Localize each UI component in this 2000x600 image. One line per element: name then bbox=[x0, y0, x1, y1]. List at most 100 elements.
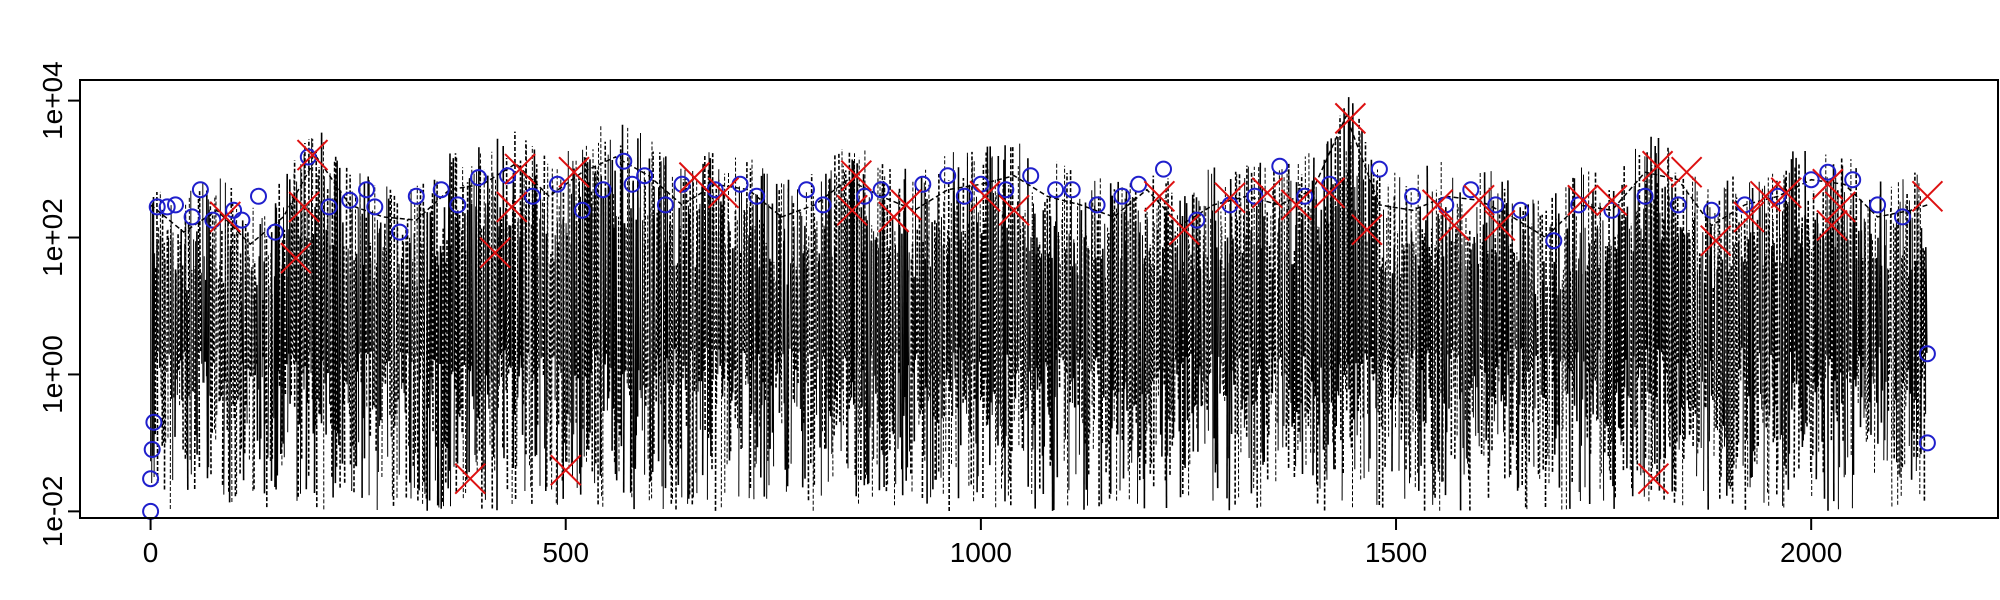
spike-line bbox=[1325, 221, 1327, 472]
spike-line bbox=[1304, 156, 1307, 465]
spike-line bbox=[1441, 256, 1444, 482]
spike-line bbox=[959, 239, 962, 446]
spike-line bbox=[882, 180, 885, 488]
spike-line bbox=[1162, 248, 1165, 371]
spike-line bbox=[355, 253, 359, 372]
spike-line bbox=[188, 197, 191, 460]
circle-marker bbox=[573, 201, 591, 219]
spike-line bbox=[1226, 237, 1229, 499]
spike-line bbox=[1261, 186, 1264, 465]
spike-line bbox=[435, 181, 438, 447]
spike-line bbox=[1024, 239, 1027, 411]
spike-line bbox=[211, 215, 215, 363]
spike-line bbox=[1385, 260, 1387, 350]
x-axis: 0 500 1000 1500 2000 bbox=[143, 517, 1842, 568]
spike-line bbox=[1761, 188, 1763, 410]
spike-line bbox=[1809, 238, 1811, 473]
spike-line bbox=[1445, 207, 1448, 433]
spike-line bbox=[496, 138, 499, 511]
spike-line bbox=[719, 201, 722, 366]
spike-line bbox=[159, 191, 162, 397]
spike-line bbox=[904, 168, 908, 481]
spike-line bbox=[693, 267, 697, 392]
spike-line bbox=[696, 210, 699, 392]
spike-line bbox=[1546, 304, 1549, 456]
x-marker-stroke bbox=[1484, 209, 1516, 242]
spike-line bbox=[209, 201, 212, 475]
spike-line bbox=[975, 196, 977, 444]
spike-line bbox=[1119, 258, 1122, 491]
spike-line bbox=[1661, 188, 1664, 361]
spike-line bbox=[1641, 238, 1644, 410]
spike-line bbox=[1442, 256, 1446, 404]
spike-line bbox=[245, 241, 248, 424]
spike-line bbox=[1231, 214, 1234, 371]
spike-line bbox=[290, 204, 293, 396]
x-marker bbox=[1334, 102, 1367, 135]
circle-marker bbox=[1636, 187, 1654, 205]
spike-line bbox=[909, 258, 913, 474]
spike-line bbox=[565, 233, 569, 462]
spike-line bbox=[722, 213, 725, 379]
spike-line bbox=[679, 225, 682, 449]
spike-line bbox=[1229, 178, 1233, 435]
spike-line bbox=[1013, 214, 1017, 399]
spike-line bbox=[1113, 189, 1117, 396]
spike-line bbox=[1471, 263, 1473, 413]
spike-line bbox=[279, 268, 283, 455]
y-tick-label: 1e+02 bbox=[37, 198, 68, 277]
spike-line bbox=[1778, 199, 1781, 440]
x-marker-stroke bbox=[969, 180, 1001, 213]
spike-line bbox=[1386, 217, 1388, 373]
spike-line bbox=[238, 281, 241, 397]
spike-line bbox=[881, 189, 884, 455]
spike-line bbox=[423, 208, 426, 495]
spike-line bbox=[153, 253, 156, 478]
spike-line bbox=[1607, 190, 1610, 457]
spike-line bbox=[1095, 257, 1098, 358]
spike-line bbox=[778, 214, 782, 413]
spike-line bbox=[598, 142, 600, 398]
spike-line bbox=[1682, 178, 1685, 459]
spike-line bbox=[227, 219, 229, 492]
circle-marker bbox=[432, 181, 450, 199]
spike-line bbox=[1808, 227, 1810, 423]
circle-marker bbox=[1894, 208, 1911, 226]
x-marker bbox=[969, 180, 1001, 213]
spike-line bbox=[1253, 244, 1256, 471]
spike-line bbox=[884, 176, 886, 457]
x-marker-stroke bbox=[840, 159, 873, 192]
spike-line bbox=[573, 168, 576, 376]
spike-line bbox=[604, 141, 608, 354]
x-marker bbox=[1699, 224, 1732, 257]
spike-line bbox=[528, 199, 530, 466]
spike-line bbox=[983, 220, 986, 408]
spike-line bbox=[735, 157, 737, 406]
spike-line bbox=[747, 235, 750, 384]
spike-line bbox=[897, 192, 900, 449]
spike-line bbox=[1361, 222, 1364, 418]
spike-line bbox=[787, 187, 790, 469]
spike-line bbox=[1088, 249, 1091, 434]
spike-line bbox=[869, 240, 872, 428]
spike-line bbox=[806, 247, 810, 501]
x-marker bbox=[296, 139, 329, 171]
spike-line bbox=[474, 206, 477, 456]
spike-line bbox=[259, 278, 262, 439]
spike-line bbox=[1377, 169, 1379, 413]
spike-line bbox=[726, 196, 729, 465]
spike-line bbox=[1232, 238, 1235, 385]
spike-line bbox=[391, 277, 393, 497]
spike-line bbox=[386, 186, 389, 457]
spike-line bbox=[1017, 166, 1020, 446]
spike-line bbox=[720, 204, 723, 508]
x-marker-stroke bbox=[479, 237, 511, 269]
spike-line bbox=[1155, 208, 1158, 445]
spike-line bbox=[1394, 172, 1396, 428]
x-marker bbox=[1421, 189, 1454, 221]
spike-line bbox=[416, 283, 419, 501]
spike-line bbox=[1171, 220, 1175, 438]
circle-marker bbox=[636, 167, 654, 185]
spike-line bbox=[648, 158, 652, 482]
spike-line bbox=[1855, 166, 1858, 377]
